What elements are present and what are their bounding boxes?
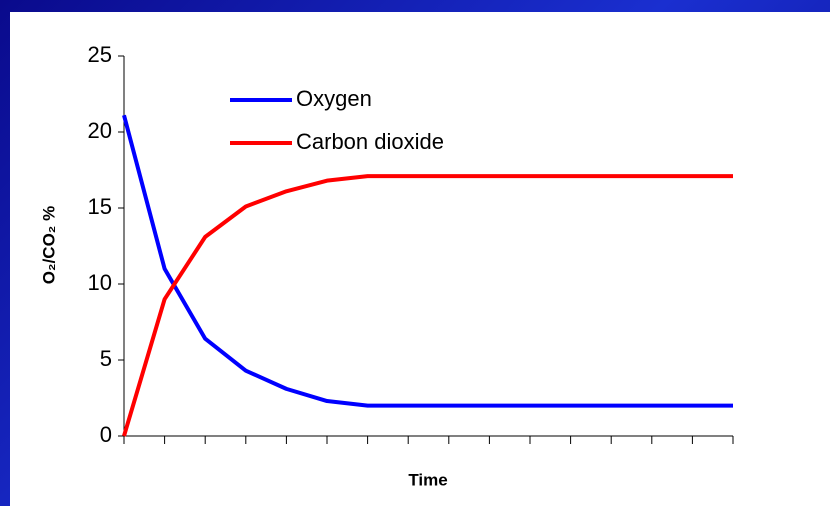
legend-label: Oxygen xyxy=(296,86,372,111)
data-line xyxy=(122,174,733,437)
y-tick-label: 20 xyxy=(88,118,112,143)
y-axis-label: O₂/CO₂ % xyxy=(39,206,58,284)
y-tick-label: 15 xyxy=(88,194,112,219)
y-tick-label: 10 xyxy=(88,270,112,295)
y-tick-label: 25 xyxy=(88,42,112,67)
y-tick-label: 5 xyxy=(100,346,112,371)
y-tick-label: 0 xyxy=(100,422,112,447)
x-axis-label: Time xyxy=(408,470,447,489)
data-line xyxy=(122,114,733,408)
legend-label: Carbon dioxide xyxy=(296,129,444,154)
chart-background xyxy=(10,12,830,506)
